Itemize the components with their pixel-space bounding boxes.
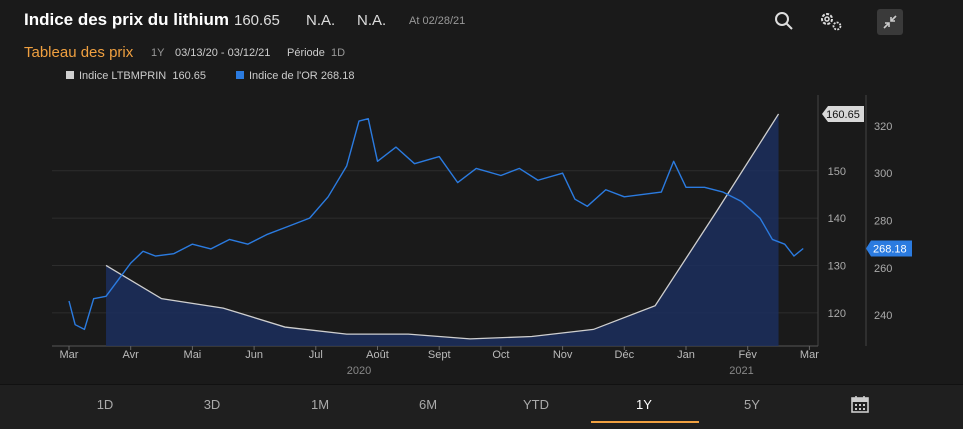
left-axis-tick-label: 150 xyxy=(828,166,846,178)
range-selector: 1D 3D 1M 6M YTD 1Y 5Y xyxy=(0,384,963,429)
range-button-6m[interactable]: 6M xyxy=(418,397,438,412)
x-axis-tick-label: Jun xyxy=(245,349,263,361)
legend-item-ltbmprin: Indice LTBMPRIN 160.65 xyxy=(66,70,206,82)
legend-name: Indice LTBMPRIN xyxy=(79,70,167,82)
x-axis-tick-label: Sept xyxy=(428,349,451,361)
search-icon[interactable] xyxy=(773,10,795,32)
x-axis-tick-label: Jul xyxy=(309,349,323,361)
range-button-1d[interactable]: 1D xyxy=(96,397,114,412)
last-value-tag-bg xyxy=(822,105,864,122)
x-axis-tick-label: Jan xyxy=(677,349,695,361)
series-line-or xyxy=(68,117,804,331)
right-axis-tick-label: 240 xyxy=(874,310,892,322)
price-value: 160.65 xyxy=(234,12,280,29)
legend-swatch xyxy=(236,71,244,79)
chart-header: Indice des prix du lithium 160.65 N.A. N… xyxy=(0,0,963,40)
right-axis-tick-label: 300 xyxy=(874,168,892,180)
x-axis-tick-label: Nov xyxy=(553,349,573,361)
legend-name: Indice de l'OR xyxy=(249,70,318,82)
active-range-indicator xyxy=(591,421,699,423)
x-axis-tick-label: Août xyxy=(366,349,389,361)
year-label: 2021 xyxy=(729,365,753,377)
period-label: Période xyxy=(287,47,325,59)
series-line-ltbmprin xyxy=(105,113,780,340)
range-label: 1Y xyxy=(151,47,165,59)
right-axis-tick-label: 320 xyxy=(874,121,892,133)
last-value-tag-or: 268.18 xyxy=(866,240,912,257)
left-axis-tick-label: 120 xyxy=(828,308,846,320)
range-button-1m[interactable]: 1M xyxy=(310,397,330,412)
last-value-label: 160.65 xyxy=(826,109,860,121)
collapse-icon xyxy=(883,15,897,29)
left-axis-tick-label: 130 xyxy=(828,260,846,272)
range-button-3d[interactable]: 3D xyxy=(203,397,221,412)
gear-icon[interactable] xyxy=(818,10,844,32)
x-axis-tick-label: Mar xyxy=(60,349,79,361)
right-axis-tick-label: 280 xyxy=(874,216,892,228)
last-value-label: 268.18 xyxy=(873,243,907,255)
legend-value: 160.65 xyxy=(172,70,206,82)
page-title: Indice des prix du lithium xyxy=(24,10,229,29)
chart-subtitle: Tableau des prix xyxy=(24,44,134,61)
legend-item-or: Indice de l'OR 268.18 xyxy=(236,70,354,82)
range-button-ytd[interactable]: YTD xyxy=(523,397,549,412)
x-axis-tick-label: Oct xyxy=(492,349,509,361)
x-axis-tick-label: Avr xyxy=(123,349,140,361)
collapse-button[interactable] xyxy=(877,9,903,35)
x-axis-tick-label: Mai xyxy=(184,349,202,361)
range-button-1y[interactable]: 1Y xyxy=(636,397,652,412)
calendar-icon[interactable] xyxy=(851,395,869,413)
year-label: 2020 xyxy=(347,365,371,377)
legend-value: 268.18 xyxy=(320,70,355,82)
legend-swatch xyxy=(66,71,74,79)
x-axis-tick-label: Déc xyxy=(615,349,635,361)
as-of-date: At 02/28/21 xyxy=(409,15,466,27)
date-range: 03/13/20 - 03/12/21 xyxy=(175,47,271,59)
price-chart: 120 130 140 150 240 260 280 300 320 Mar Avr Mai Jun J… xyxy=(52,95,912,377)
last-value-tag-bg xyxy=(866,240,912,257)
change-percent: N.A. xyxy=(357,12,387,29)
period-value: 1D xyxy=(331,47,346,59)
x-axis-tick-label: Fév xyxy=(739,349,758,361)
right-axis-tick-label: 260 xyxy=(874,263,892,275)
series-area-ltbmprin xyxy=(106,113,779,347)
x-axis-tick-label: Mar xyxy=(800,349,819,361)
change-value: N.A. xyxy=(306,12,336,29)
last-value-tag-ltbmprin: 160.65 xyxy=(822,105,864,122)
range-button-5y[interactable]: 5Y xyxy=(744,397,760,412)
left-axis-tick-label: 140 xyxy=(828,213,846,225)
